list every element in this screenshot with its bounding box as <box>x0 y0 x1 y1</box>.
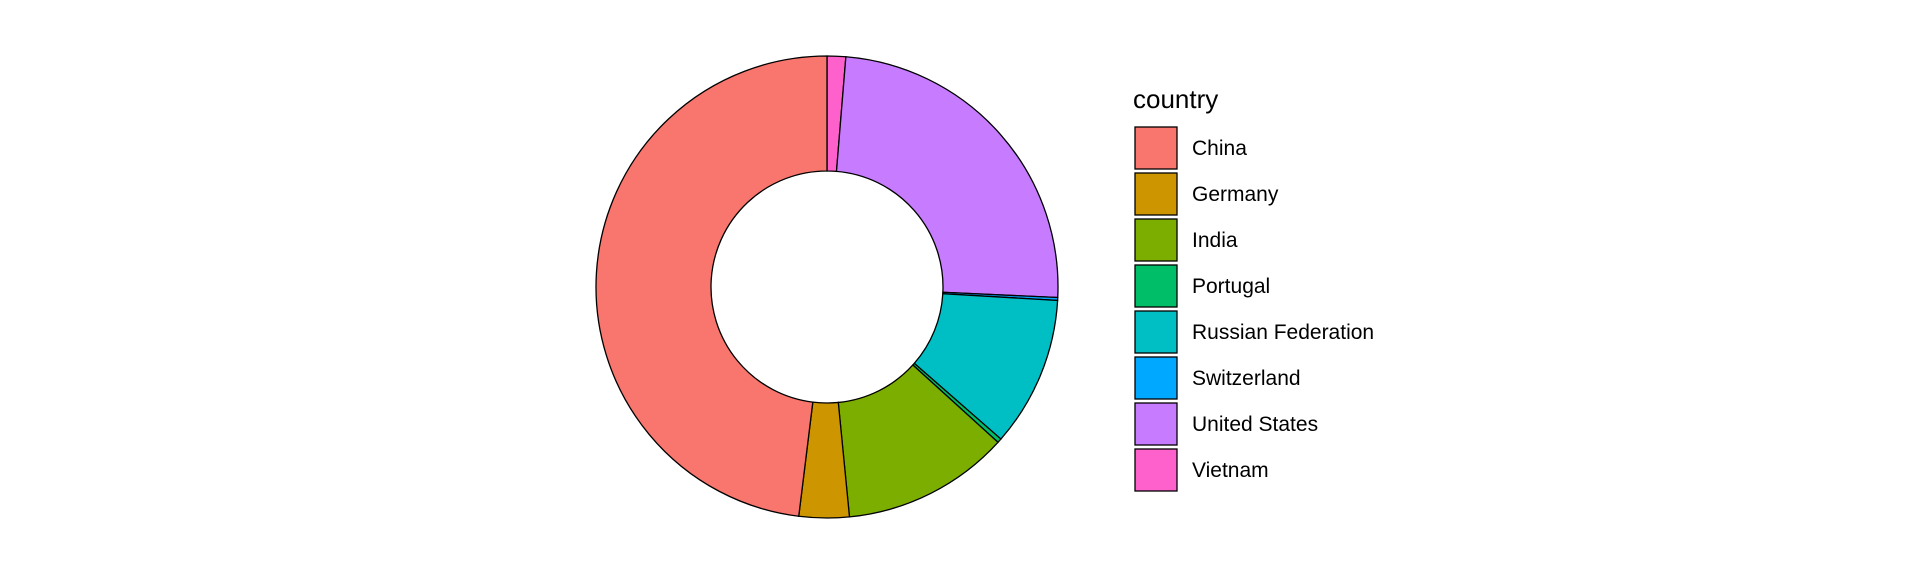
legend-key-china <box>1134 126 1178 170</box>
legend-label: Russian Federation <box>1192 321 1374 344</box>
legend-label: Switzerland <box>1192 367 1301 390</box>
legend-label: Vietnam <box>1192 459 1269 482</box>
legend-key-germany <box>1134 172 1178 216</box>
legend-items: China Germany India Portugal Russian Federat… <box>1134 126 1374 492</box>
legend-key-india <box>1134 218 1178 262</box>
legend-label: India <box>1192 229 1238 252</box>
slice-united-states <box>835 56 1059 299</box>
legend-title: country <box>1133 84 1218 114</box>
legend-key-russian-federation <box>1134 310 1178 354</box>
legend-key-vietnam <box>1134 448 1178 492</box>
legend-key-united-states <box>1134 402 1178 446</box>
legend-key-portugal <box>1134 264 1178 308</box>
legend-label: Portugal <box>1192 275 1270 298</box>
legend-label: China <box>1192 137 1247 160</box>
donut-slices <box>595 55 1059 519</box>
legend: country China Germany India Portugal Russian… <box>1133 84 1374 492</box>
legend-key-switzerland <box>1134 356 1178 400</box>
legend-label: Germany <box>1192 183 1279 206</box>
legend-label: United States <box>1192 413 1318 436</box>
slice-china <box>595 55 828 517</box>
